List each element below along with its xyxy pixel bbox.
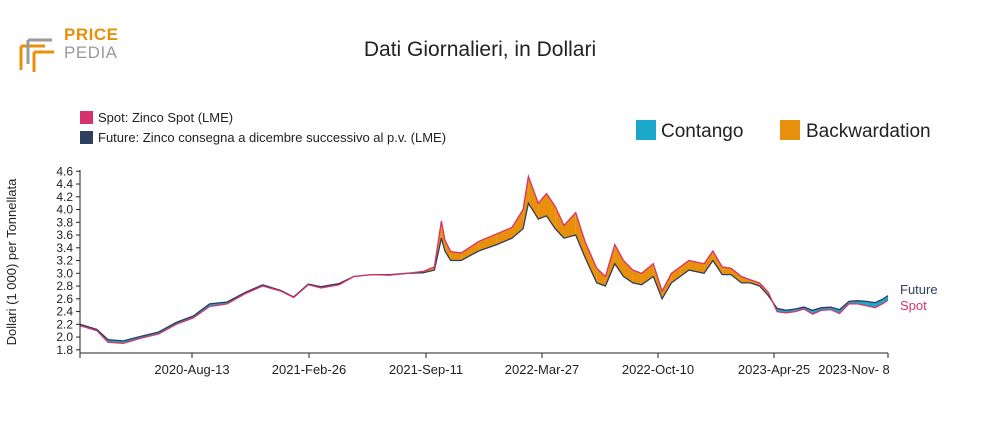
legend-swatch-spot <box>80 111 93 124</box>
backwardation-band <box>623 260 633 283</box>
plot-area <box>79 173 889 345</box>
backwardation-band <box>461 241 479 261</box>
backwardation-band <box>478 233 497 251</box>
backwardation-band <box>523 176 529 229</box>
end-label-future: Future <box>900 282 938 297</box>
backwardation-band <box>528 176 539 220</box>
legend-swatch-backwardation <box>780 120 800 140</box>
backwardation-band <box>662 273 672 299</box>
x-tick-label: 2021-Feb-26 <box>272 362 346 377</box>
series-legend: Spot: Zinco Spot (LME) Future: Zinco con… <box>80 110 446 145</box>
x-tick-label: 2020-Aug-13 <box>154 362 229 377</box>
y-tick-label: 4.4 <box>56 177 73 191</box>
contango-band <box>883 295 888 304</box>
y-tick-label: 2.4 <box>56 305 73 319</box>
y-axis-label: Dollari (1 000) per Tonnellata <box>4 178 19 345</box>
legend-label-future: Future: Zinco consegna a dicembre succes… <box>98 130 446 145</box>
backwardation-band <box>722 266 731 275</box>
logo-text-pedia: PEDIA <box>64 43 118 62</box>
legend-swatch-contango <box>636 120 656 140</box>
backwardation-band <box>564 212 576 239</box>
backwardation-band <box>596 268 606 286</box>
logo-text-price: PRICE <box>64 25 118 44</box>
backwardation-band <box>444 240 451 261</box>
legend-label-spot: Spot: Zinco Spot (LME) <box>98 110 233 125</box>
backwardation-band <box>546 193 556 229</box>
contango-band <box>857 300 867 306</box>
y-tick-label: 4.2 <box>56 190 73 204</box>
backwardation-band <box>614 244 624 277</box>
backwardation-band <box>671 266 681 283</box>
backwardation-band <box>641 263 654 285</box>
future-line <box>79 201 889 342</box>
backwardation-band <box>450 251 462 261</box>
backwardation-band <box>585 241 597 283</box>
y-tick-label: 1.8 <box>56 343 73 357</box>
x-tick-label: 2023-Nov- 8 <box>818 362 890 377</box>
legend-swatch-future <box>80 131 93 144</box>
x-tick-label: 2022-Oct-10 <box>622 362 694 377</box>
y-tick-label: 2.2 <box>56 317 73 331</box>
y-tick-label: 3.2 <box>56 254 73 268</box>
x-axis: 2020-Aug-13 2021-Feb-26 2021-Sep-11 2022-Ma… <box>79 352 890 377</box>
end-label-spot: Spot <box>900 298 927 313</box>
logo-orange-bracket <box>19 44 45 70</box>
logo: PRICE PEDIA <box>18 24 128 74</box>
contango-band <box>875 298 884 308</box>
y-tick-label: 4.0 <box>56 203 73 217</box>
backwardation-band <box>632 270 642 285</box>
backwardation-band <box>688 260 705 274</box>
backwardation-band <box>731 268 742 283</box>
pricepedia-logo-icon: PRICE PEDIA <box>19 25 118 72</box>
y-axis: 1.82.02.22.42.62.83.03.23.43.63.84.04.24… <box>56 164 81 357</box>
y-tick-label: 3.0 <box>56 266 73 280</box>
backwardation-band <box>575 212 585 258</box>
spot-line <box>79 173 889 345</box>
backwardation-band <box>605 244 615 286</box>
chart-title: Dati Giornalieri, in Dollari <box>364 38 596 61</box>
y-tick-label: 3.6 <box>56 228 73 242</box>
y-tick-label: 2.6 <box>56 292 73 306</box>
x-tick-label: 2021-Sep-11 <box>389 362 463 377</box>
x-tick-label: 2023-Apr-25 <box>738 362 810 377</box>
logo-orange-bracket-2 <box>32 50 54 72</box>
backwardation-band <box>496 227 512 245</box>
y-tick-label: 4.6 <box>56 164 73 178</box>
y-tick-label: 2.0 <box>56 330 73 344</box>
y-tick-label: 3.4 <box>56 241 73 255</box>
y-tick-label: 2.8 <box>56 279 73 293</box>
x-tick-label: 2022-Mar-27 <box>505 362 579 377</box>
backwardation-band <box>680 260 689 277</box>
legend-label-backwardation: Backwardation <box>806 121 931 142</box>
legend-label-contango: Contango <box>661 121 743 142</box>
backwardation-band <box>538 193 547 220</box>
logo-gray-bracket <box>26 38 52 64</box>
backwardation-band <box>704 251 713 274</box>
fill-legend: Contango Backwardation <box>636 120 931 142</box>
y-tick-label: 3.8 <box>56 215 73 229</box>
backwardation-band <box>741 276 751 283</box>
backwardation-band <box>712 251 723 275</box>
backwardation-band <box>750 279 760 286</box>
